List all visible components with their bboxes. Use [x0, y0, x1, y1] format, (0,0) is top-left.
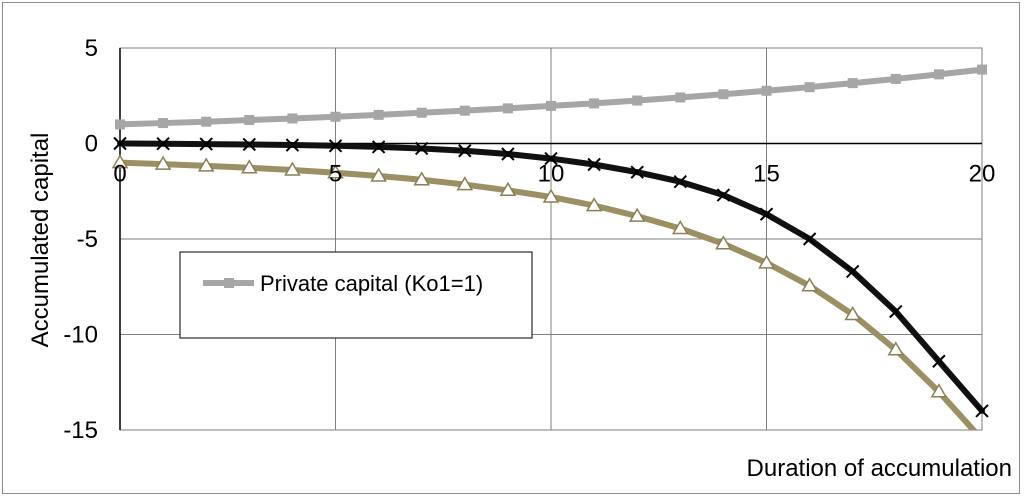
legend-marker-private-capital: [224, 278, 234, 288]
data-point: [328, 139, 343, 153]
data-point: [373, 109, 384, 120]
data-point: [244, 115, 255, 126]
data-point: [671, 220, 689, 235]
data-point: [456, 176, 474, 191]
data-point: [242, 137, 257, 152]
data-point: [501, 147, 515, 161]
data-point: [932, 354, 946, 368]
data-point: [544, 151, 558, 166]
data-point: [804, 82, 815, 93]
data-point: [933, 69, 944, 80]
y-tick-label: -15: [63, 417, 98, 444]
y-tick-label: 0: [85, 131, 98, 158]
series-1: [113, 136, 989, 418]
data-point: [975, 404, 989, 418]
data-point: [542, 188, 560, 203]
data-point: [201, 116, 212, 127]
y-tick-label: -10: [63, 322, 98, 349]
data-point: [847, 78, 858, 89]
x-axis-title: Duration of accumulation: [747, 455, 1012, 482]
data-point: [801, 277, 818, 292]
data-point: [156, 136, 170, 151]
data-point: [889, 304, 903, 319]
data-point: [197, 157, 215, 172]
data-point: [330, 111, 341, 122]
data-point: [287, 113, 298, 124]
data-point: [199, 137, 213, 151]
legend-box: [179, 251, 533, 339]
data-point: [802, 232, 817, 246]
data-point: [887, 341, 905, 356]
data-point: [459, 105, 470, 116]
data-point: [585, 197, 603, 212]
data-point: [589, 98, 600, 109]
series-lines: [111, 64, 989, 445]
data-point: [111, 154, 129, 169]
data-point: [845, 264, 860, 279]
y-tick-label: 5: [85, 35, 98, 62]
data-point: [115, 119, 125, 130]
y-tick-label: -5: [77, 226, 98, 253]
data-point: [715, 235, 732, 250]
legend-label-private-capital: Private capital (Ko1=1): [260, 271, 483, 296]
data-point: [844, 305, 862, 321]
data-point: [630, 165, 644, 179]
data-point: [458, 144, 472, 158]
data-point: [370, 167, 387, 182]
data-point: [546, 100, 556, 111]
data-point: [327, 164, 344, 179]
data-point: [930, 383, 948, 398]
data-point: [113, 136, 127, 151]
data-point: [628, 207, 646, 222]
x-tick-label: 20: [969, 161, 996, 188]
data-point: [975, 433, 989, 445]
data-point: [371, 140, 386, 154]
tick-labels: 5 0 -5 -10 -15 0 5 10 15 20: [63, 35, 995, 444]
data-point: [758, 254, 775, 269]
data-point: [675, 92, 686, 103]
data-point: [587, 157, 601, 172]
data-point: [673, 174, 688, 189]
y-axis-title: Accumulated capital: [27, 133, 54, 348]
legend: Private capital (Ko1=1): [179, 251, 533, 339]
x-tick-label: 0: [113, 161, 126, 188]
data-point: [890, 73, 901, 84]
data-point: [718, 89, 729, 100]
data-point: [154, 155, 172, 170]
data-point: [240, 159, 258, 174]
data-point: [632, 95, 643, 106]
data-point: [502, 103, 513, 114]
data-point: [413, 171, 431, 186]
data-point: [759, 207, 774, 221]
x-tick-label: 5: [329, 161, 342, 188]
series-2: [111, 154, 989, 445]
x-tick-label: 10: [538, 161, 565, 188]
x-tick-label: 15: [753, 161, 780, 188]
data-point: [158, 118, 169, 129]
data-point: [499, 181, 517, 197]
data-point: [977, 64, 987, 75]
series-0: [115, 64, 987, 130]
data-point: [414, 141, 429, 156]
data-point: [285, 138, 300, 152]
data-point: [284, 161, 301, 176]
data-point: [416, 107, 427, 118]
data-point: [716, 188, 731, 202]
data-point: [761, 85, 772, 96]
